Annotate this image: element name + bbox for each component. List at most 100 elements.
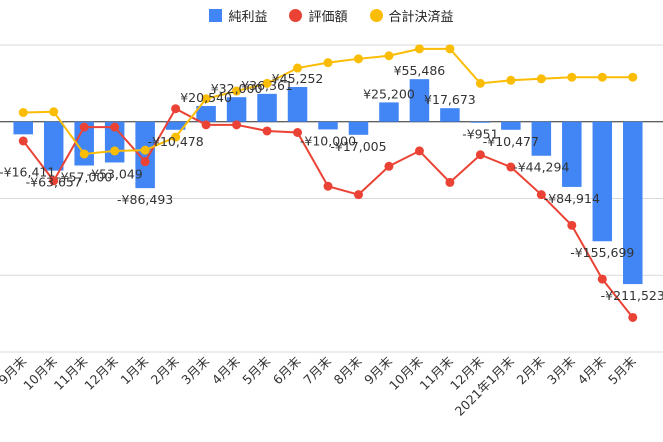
- point-settlement: [110, 146, 120, 156]
- bar-net-profit: [257, 93, 277, 122]
- x-tick-label: 3月末: [544, 353, 578, 387]
- bar-net-profit: [318, 121, 338, 130]
- bar-net-profit: [562, 121, 582, 187]
- bar-net-profit: [409, 79, 430, 122]
- point-valuation: [597, 274, 607, 284]
- point-valuation: [201, 120, 211, 130]
- legend-label-net-profit: 純利益: [228, 10, 268, 25]
- data-label: -¥10,477: [483, 134, 539, 149]
- data-label: -¥155,699: [570, 245, 634, 260]
- point-valuation: [79, 122, 89, 132]
- point-settlement: [293, 63, 303, 73]
- legend-label-settlement: 合計決済益: [388, 10, 454, 25]
- point-valuation: [262, 126, 272, 136]
- x-tick-label: 5月末: [605, 353, 639, 387]
- point-settlement: [384, 51, 394, 61]
- x-tick-label: 8月末: [331, 353, 365, 387]
- legend-item-net-profit[interactable]: 純利益: [209, 6, 267, 25]
- legend-item-valuation[interactable]: 評価額: [289, 6, 348, 25]
- bar-net-profit: [13, 121, 33, 135]
- point-valuation: [18, 136, 28, 146]
- legend-swatch-net-profit: [209, 9, 223, 22]
- legend-swatch-valuation: [289, 9, 303, 22]
- x-tick-label: 3月末: [178, 353, 212, 387]
- point-settlement: [628, 72, 638, 82]
- point-valuation: [384, 161, 394, 171]
- legend-label-valuation: 評価額: [308, 10, 348, 25]
- point-valuation: [293, 127, 303, 137]
- x-tick-label: 1月末: [117, 353, 151, 387]
- data-label: -¥86,493: [117, 192, 173, 207]
- x-tick-label: 5月末: [239, 353, 273, 387]
- bar-net-profit: [592, 121, 613, 242]
- point-settlement: [475, 78, 485, 88]
- x-tick-label: 4月末: [209, 353, 243, 387]
- point-settlement: [201, 94, 211, 104]
- point-valuation: [536, 190, 546, 200]
- data-label: ¥25,200: [363, 86, 415, 101]
- chart-legend: 純利益 評価額 合計決済益: [0, 6, 663, 25]
- data-label: -¥10,478: [148, 134, 204, 149]
- x-tick-label: 4月末: [574, 353, 608, 387]
- data-label: -¥10,000: [300, 133, 356, 148]
- bar-net-profit: [135, 121, 155, 189]
- data-label: ¥17,673: [424, 92, 476, 107]
- bar-net-profit: [531, 121, 552, 156]
- bar-net-profit: [226, 97, 247, 122]
- data-label: -¥57,000: [56, 169, 112, 184]
- data-label: -¥211,523: [601, 288, 663, 303]
- point-valuation: [353, 190, 363, 200]
- data-label: ¥36,361: [241, 78, 293, 93]
- point-settlement: [323, 58, 333, 68]
- point-settlement: [567, 72, 577, 82]
- point-valuation: [171, 104, 181, 114]
- bar-net-profit: [440, 108, 460, 122]
- point-valuation: [110, 122, 120, 132]
- data-label: -¥53,049: [87, 166, 143, 181]
- data-label: ¥20,540: [180, 90, 232, 105]
- data-label: -¥63,657: [26, 175, 82, 190]
- point-valuation: [414, 146, 424, 156]
- bar-net-profit: [43, 121, 64, 171]
- point-valuation: [567, 220, 577, 230]
- legend-item-settlement[interactable]: 合計決済益: [369, 6, 454, 25]
- point-settlement: [171, 132, 181, 142]
- point-settlement: [414, 44, 424, 54]
- point-settlement: [140, 145, 150, 155]
- data-label: -¥84,914: [544, 191, 600, 206]
- bar-net-profit: [165, 121, 186, 130]
- point-valuation: [232, 120, 242, 130]
- point-valuation: [475, 150, 485, 160]
- bar-net-profit: [348, 121, 369, 135]
- point-settlement: [536, 74, 546, 84]
- bar-net-profit: [287, 87, 308, 122]
- point-settlement: [262, 78, 272, 88]
- point-valuation: [445, 177, 455, 187]
- data-label: ¥32,000: [211, 81, 263, 96]
- point-valuation: [628, 312, 638, 322]
- point-settlement: [597, 72, 607, 82]
- data-label: -¥951: [462, 126, 498, 141]
- point-settlement: [445, 44, 455, 54]
- bar-net-profit: [379, 102, 399, 122]
- data-label: -¥17,005: [330, 139, 386, 154]
- point-settlement: [353, 54, 363, 64]
- point-settlement: [232, 86, 242, 96]
- x-tick-label: 2月末: [514, 353, 548, 387]
- point-valuation: [323, 181, 333, 191]
- x-tick-label: 12月末: [81, 353, 121, 393]
- bar-net-profit: [623, 121, 643, 285]
- data-label: ¥55,486: [394, 63, 446, 78]
- x-tick-label: 7月末: [300, 353, 334, 387]
- bar-net-profit: [74, 121, 94, 166]
- point-valuation: [140, 157, 150, 167]
- data-label: -¥16,411: [0, 164, 55, 179]
- point-settlement: [79, 149, 89, 159]
- x-tick-label: 2月末: [148, 353, 182, 387]
- data-label: ¥45,252: [272, 71, 324, 86]
- point-valuation: [506, 162, 516, 172]
- x-tick-label: 6月末: [270, 353, 304, 387]
- bar-net-profit: [470, 121, 491, 123]
- point-settlement: [506, 75, 516, 85]
